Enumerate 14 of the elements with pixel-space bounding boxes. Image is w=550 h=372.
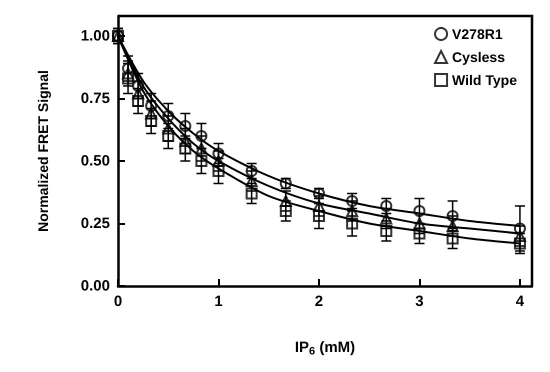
y-tick-label: 0.25: [80, 215, 110, 232]
x-tick-label: 2: [314, 293, 324, 310]
y-tick-label: 0.50: [80, 152, 110, 170]
y-tick-label: 0.75: [80, 90, 110, 107]
y-tick-label: 0.00: [80, 278, 110, 294]
y-tick-label: 1.00: [80, 28, 110, 44]
x-tick-label: 1: [214, 293, 223, 310]
x-tick-label: 3: [415, 293, 424, 310]
y-axis-title: Normalized FRET Signal: [35, 70, 51, 232]
legend-label: Wild Type: [452, 72, 518, 88]
legend-label: Cysless: [452, 49, 506, 65]
x-tick-label: 0: [114, 293, 122, 310]
legend-label: V278R1: [452, 26, 503, 42]
x-tick-label: 4: [516, 293, 525, 310]
